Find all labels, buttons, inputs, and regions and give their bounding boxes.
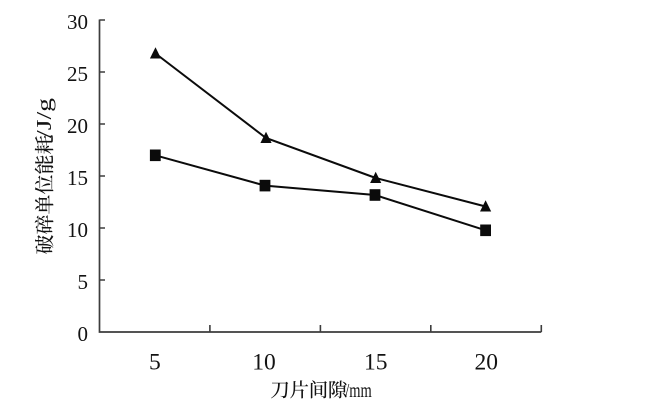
svg-text:30: 30 [67, 10, 88, 34]
svg-text:10: 10 [252, 350, 276, 376]
svg-text:/mm: /mm [345, 380, 372, 402]
svg-text:20: 20 [67, 114, 88, 138]
svg-text:0: 0 [78, 322, 89, 346]
svg-text:10: 10 [67, 218, 88, 242]
svg-text:20: 20 [475, 350, 499, 376]
svg-text:5: 5 [78, 270, 89, 294]
svg-text:5: 5 [149, 350, 161, 376]
svg-text:15: 15 [67, 166, 88, 190]
svg-text:25: 25 [67, 62, 88, 86]
svg-text:15: 15 [364, 350, 388, 376]
svg-text:/J/g: /J/g [32, 97, 56, 138]
